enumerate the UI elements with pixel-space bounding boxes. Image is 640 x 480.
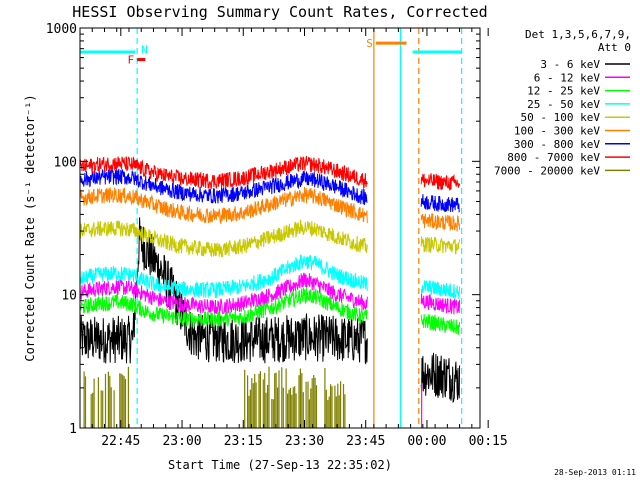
y-tick-label-0: 1 xyxy=(69,422,77,437)
legend-label-7: 800 - 7000 keV xyxy=(507,151,600,164)
x-tick-label-6: 00:15 xyxy=(469,434,508,449)
legend-label-4: 50 - 100 keV xyxy=(521,111,601,124)
series-line-3 xyxy=(79,254,461,300)
legend-label-3: 25 - 50 keV xyxy=(527,98,600,111)
x-axis-label: Start Time (27-Sep-13 22:35:02) xyxy=(168,458,392,472)
y-axis-label: Corrected Count Rate (s⁻¹ detector⁻¹) xyxy=(23,94,37,361)
legend-header-line2: Att 0 xyxy=(598,41,631,54)
legend-label-5: 100 - 300 keV xyxy=(514,125,600,138)
plot-area: FN S xyxy=(79,28,463,428)
x-tick-label-1: 23:00 xyxy=(162,434,201,449)
x-tick-label-2: 23:15 xyxy=(224,434,263,449)
series-line-6 xyxy=(79,168,460,213)
legend-label-0: 3 - 6 keV xyxy=(540,58,600,71)
series-line-0 xyxy=(79,217,461,403)
flag-label-4: S xyxy=(366,37,373,50)
y-tick-label-1: 10 xyxy=(61,289,77,304)
series-line-1 xyxy=(79,272,461,315)
x-tick-label-3: 23:30 xyxy=(285,434,324,449)
x-axis: 22:45 23:00 23:15 23:30 23:45 00:00 00:15 xyxy=(79,28,508,449)
flag-label-2: F xyxy=(128,54,135,67)
x-tick-label-4: 23:45 xyxy=(346,434,385,449)
y-axis: 1 10 100 1000 xyxy=(46,22,480,437)
legend-label-2: 12 - 25 keV xyxy=(527,85,600,98)
x-tick-label-0: 22:45 xyxy=(101,434,140,449)
series-line-4 xyxy=(79,219,461,258)
y-tick-label-3: 1000 xyxy=(46,22,77,37)
generation-timestamp: 28-Sep-2013 01:11 xyxy=(554,468,636,477)
legend-label-8: 7000 - 20000 keV xyxy=(494,164,600,177)
series-line-high-energy xyxy=(83,366,346,428)
chart-title: HESSI Observing Summary Count Rates, Cor… xyxy=(72,3,487,21)
series-line-2 xyxy=(79,287,461,335)
x-tick-label-5: 00:00 xyxy=(407,434,446,449)
legend-label-1: 6 - 12 keV xyxy=(534,71,601,84)
flag-label-3: N xyxy=(141,43,148,56)
series-line-7 xyxy=(79,155,461,192)
y-tick-label-2: 100 xyxy=(54,155,77,170)
series-line-5 xyxy=(79,186,461,232)
legend-header-line1: Det 1,3,5,6,7,9, xyxy=(525,28,631,41)
plot-frame xyxy=(79,27,481,429)
legend-label-6: 300 - 800 keV xyxy=(514,138,600,151)
